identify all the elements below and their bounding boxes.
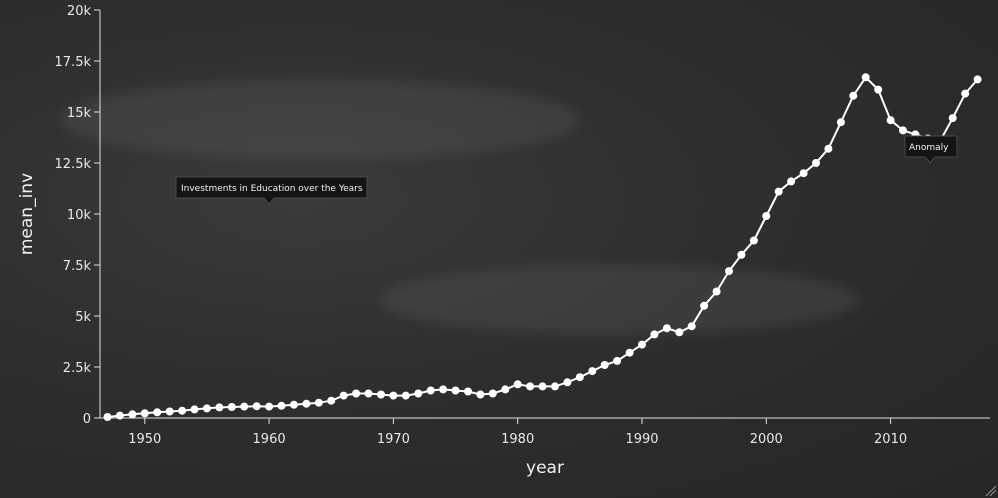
data-point [190, 405, 199, 414]
chalk-smudges [60, 80, 860, 335]
data-point [377, 390, 385, 399]
data-point [153, 408, 162, 417]
resize-grip-icon[interactable] [985, 485, 997, 497]
data-point [675, 328, 684, 337]
data-point [215, 403, 224, 412]
data-point [277, 401, 286, 410]
data-point [140, 409, 149, 418]
data-point [861, 73, 870, 82]
data-point [501, 385, 510, 394]
data-point [265, 402, 274, 411]
y-tick-label: 17.5k [55, 55, 92, 70]
data-point [240, 402, 249, 411]
data-point [836, 118, 845, 127]
data-point [687, 322, 696, 331]
x-tick-label: 1990 [625, 432, 658, 447]
y-tick-label: 12.5k [55, 157, 92, 172]
data-point [526, 382, 535, 391]
annotation-title-text: Investments in Education over the Years [181, 184, 363, 194]
data-point [787, 177, 796, 186]
y-tick-label: 20k [67, 4, 92, 19]
y-tick-label: 10k [67, 208, 92, 223]
data-point [774, 187, 783, 196]
data-point [414, 389, 423, 398]
data-point [551, 382, 559, 391]
data-point [588, 367, 597, 376]
data-point [302, 399, 311, 408]
data-point [961, 89, 970, 98]
data-point [749, 236, 758, 245]
data-point [426, 386, 435, 395]
data-point [874, 85, 883, 94]
y-tick-label: 5k [75, 310, 91, 325]
data-point [178, 406, 187, 415]
y-axis-title: mean_inv [17, 173, 37, 255]
y-ticks: 0 2.5k 5k 7.5k 10k 12.5k 15k 17.5k 20k [55, 4, 100, 427]
data-point [625, 348, 634, 357]
annotation-anomaly-text: Anomaly [909, 143, 949, 153]
data-point [464, 387, 472, 396]
y-tick-label: 2.5k [63, 361, 92, 376]
x-tick-label: 1970 [377, 432, 410, 447]
data-point [352, 389, 361, 398]
data-point [899, 126, 907, 135]
data-point [115, 411, 124, 420]
data-point [575, 373, 584, 382]
data-point [289, 400, 298, 409]
data-point [364, 389, 373, 398]
data-point [613, 356, 622, 365]
data-point [476, 390, 485, 399]
data-point [103, 413, 112, 421]
data-point [849, 91, 858, 100]
x-axis-title: year [526, 458, 564, 478]
annotations: Investments in Education over the Years … [175, 135, 958, 205]
data-point [700, 301, 709, 310]
data-point [638, 340, 646, 349]
x-tick-label: 1950 [128, 432, 161, 447]
y-tick-label: 0 [83, 412, 91, 427]
data-point [252, 402, 261, 411]
data-point [314, 398, 323, 407]
data-point [389, 391, 398, 400]
data-point [762, 212, 771, 220]
data-point [650, 330, 659, 339]
data-point [737, 250, 746, 259]
x-tick-label: 1960 [253, 432, 286, 447]
data-point [513, 380, 522, 389]
data-point [128, 410, 137, 419]
annotation-title: Investments in Education over the Years [175, 176, 368, 205]
data-point [948, 114, 957, 123]
y-tick-label: 7.5k [63, 259, 92, 274]
data-point [227, 403, 236, 411]
data-point [812, 159, 820, 167]
x-tick-label: 1980 [501, 432, 534, 447]
data-point [799, 169, 808, 178]
annotation-anomaly: Anomaly [904, 135, 958, 164]
data-point [725, 267, 733, 276]
x-tick-label: 2010 [874, 432, 907, 447]
data-point [600, 361, 609, 369]
data-point [662, 324, 671, 333]
data-point [824, 144, 833, 153]
series-group [103, 73, 982, 421]
data-point [439, 385, 448, 394]
data-point [401, 391, 410, 400]
data-point [886, 116, 895, 125]
x-tick-label: 2000 [750, 432, 783, 447]
data-point [488, 389, 497, 398]
data-point [538, 382, 547, 391]
data-point [712, 287, 721, 296]
data-point [202, 404, 211, 413]
data-point [165, 407, 174, 416]
y-tick-label: 15k [67, 106, 92, 121]
x-ticks: 1950 1960 1970 1980 1990 2000 2010 [128, 418, 907, 447]
data-point [973, 75, 982, 84]
data-point [563, 378, 572, 387]
data-point [327, 396, 336, 405]
data-point [451, 386, 460, 395]
data-point [339, 391, 348, 400]
